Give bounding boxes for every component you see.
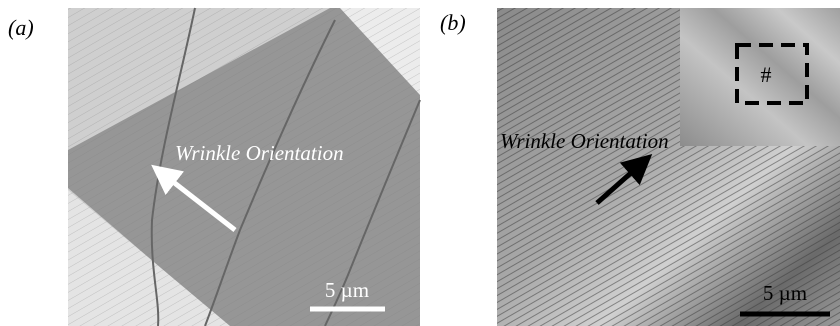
scale-bar-label: 5 µm: [763, 281, 807, 305]
panel-label: (b): [440, 10, 466, 35]
scale-bar-label: 5 µm: [325, 278, 369, 302]
figure: Wrinkle Orientation 5 µm (a) # Wrinkle O…: [0, 0, 840, 326]
inset-mark: #: [761, 62, 772, 87]
panel-b: # Wrinkle Orientation 5 µm (b): [440, 8, 840, 326]
annotation: Wrinkle Orientation: [175, 141, 344, 165]
panel-label: (a): [8, 15, 34, 40]
annotation: Wrinkle Orientation: [500, 129, 669, 153]
panel-a: Wrinkle Orientation 5 µm (a): [8, 8, 420, 326]
